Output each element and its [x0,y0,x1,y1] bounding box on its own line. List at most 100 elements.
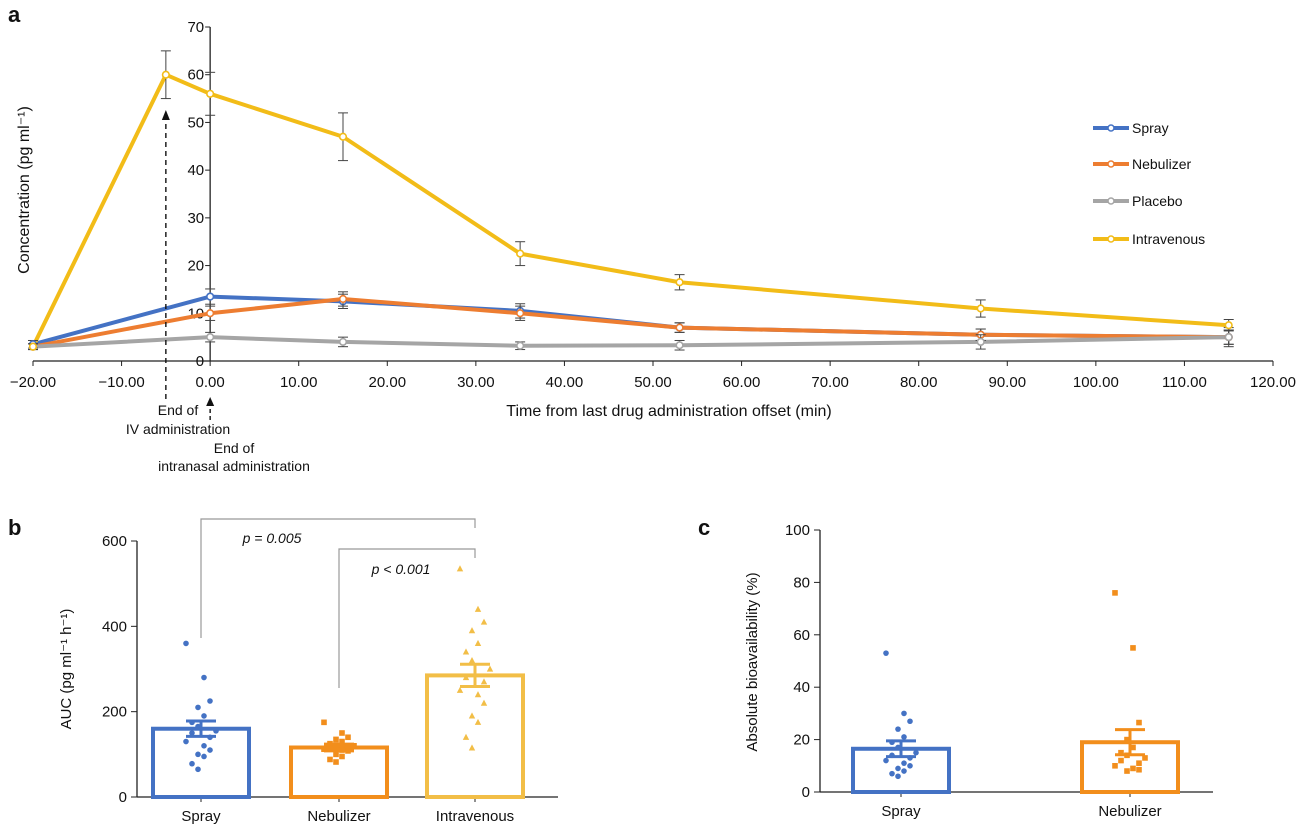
individual-point [345,748,351,754]
x-tick-label: 120.00 [1250,374,1296,391]
x-tick-label: 10.00 [280,374,318,391]
individual-point [345,734,351,741]
panel-label-c: c [698,515,710,540]
individual-point [339,753,345,760]
chart-b-auc: 0 200 400 600 AUC (pg ml⁻¹ h⁻¹) Spray Nebulize… [58,518,558,825]
y-tick-label: 600 [102,533,127,550]
x-tick-label: 0.00 [196,374,225,391]
individual-point [201,743,207,749]
individual-point [1142,755,1148,761]
individual-point [1124,752,1130,759]
individual-point [351,743,357,749]
annotation-text: intranasal administration [158,458,310,474]
data-point [675,278,684,287]
individual-point [339,730,345,736]
individual-point [468,744,476,751]
comparison-bracket [200,518,476,638]
individual-point [1130,765,1136,772]
data-point [338,294,348,304]
data-point [516,341,525,350]
x-tick-label: 90.00 [989,374,1027,391]
data-point [206,309,215,318]
individual-point [895,765,901,772]
individual-point [883,650,889,656]
individual-point [480,678,488,685]
p-value-label: p = 0.005 [242,530,302,546]
individual-point [321,719,327,726]
individual-point [901,734,907,740]
bar-spray [151,726,251,800]
chart-a-pharmacokinetics: −20.00 −10.00 0.00 10.00 20.00 30.00 40.00 50.0… [10,19,1296,474]
individual-point [480,699,488,706]
individual-point [474,691,482,698]
x-tick-label: 100.00 [1073,374,1119,391]
annotation-text: End of [158,402,199,418]
individual-point [1124,768,1130,774]
individual-point [183,640,189,647]
y-tick-label: 40 [793,679,810,696]
y-tick-label: 0 [119,789,127,806]
individual-point [183,738,189,745]
panel-label-b: b [8,515,21,540]
individual-point [468,627,476,634]
intranasal-end-arrow [206,397,215,406]
individual-point [327,743,333,750]
individual-point [339,747,345,753]
individual-point [889,752,895,759]
individual-point [474,718,482,725]
individual-point [345,745,351,751]
individual-point [1112,763,1118,769]
x-axis-label: Time from last drug administration offse… [506,403,831,420]
individual-point [333,751,339,758]
data-point [1224,321,1233,330]
individual-point [1112,590,1118,596]
individual-point [901,768,907,774]
y-tick-label: 0 [196,353,204,370]
individual-point [895,744,901,751]
annotation-text: End of [214,440,255,456]
individual-point [321,746,327,753]
individual-point [456,565,464,572]
individual-point [901,710,907,717]
individual-point [1130,744,1136,751]
y-axis-label: Absolute bioavailability (%) [744,572,761,751]
x-tick-label: 70.00 [811,374,849,391]
y-tick-label: 60 [187,67,204,84]
data-point [28,342,38,351]
y-axis-label: AUC (pg ml⁻¹ h⁻¹) [58,609,75,730]
individual-point [462,674,470,681]
individual-point [333,759,339,765]
x-tick-label: 110.00 [1162,374,1207,391]
x-tick-label: Spray [881,803,921,820]
individual-point [195,723,201,730]
individual-point [474,605,482,612]
individual-point [207,747,213,753]
data-point [206,292,215,301]
individual-point [189,760,195,767]
data-point [206,333,215,342]
individual-point [201,753,207,760]
y-tick-label: 400 [102,618,127,635]
individual-point [468,656,476,664]
individual-point [889,739,895,746]
x-tick-label: Spray [181,808,221,825]
y-tick-label: 200 [102,704,127,721]
y-tick-label: 70 [187,19,204,36]
legend-marker [1107,235,1115,243]
individual-point [883,757,889,764]
individual-point [1136,760,1142,766]
individual-point [1118,749,1124,756]
y-tick-label: 50 [187,114,204,131]
individual-point [1136,766,1142,773]
individual-point [486,665,494,672]
x-tick-label: 20.00 [369,374,407,391]
data-point [338,132,348,141]
individual-point [333,742,339,748]
individual-point [195,704,201,711]
individual-point [1118,757,1124,764]
individual-point [456,686,464,693]
series-line-intravenous [31,72,1229,348]
data-point [161,70,170,79]
individual-point [201,674,207,681]
